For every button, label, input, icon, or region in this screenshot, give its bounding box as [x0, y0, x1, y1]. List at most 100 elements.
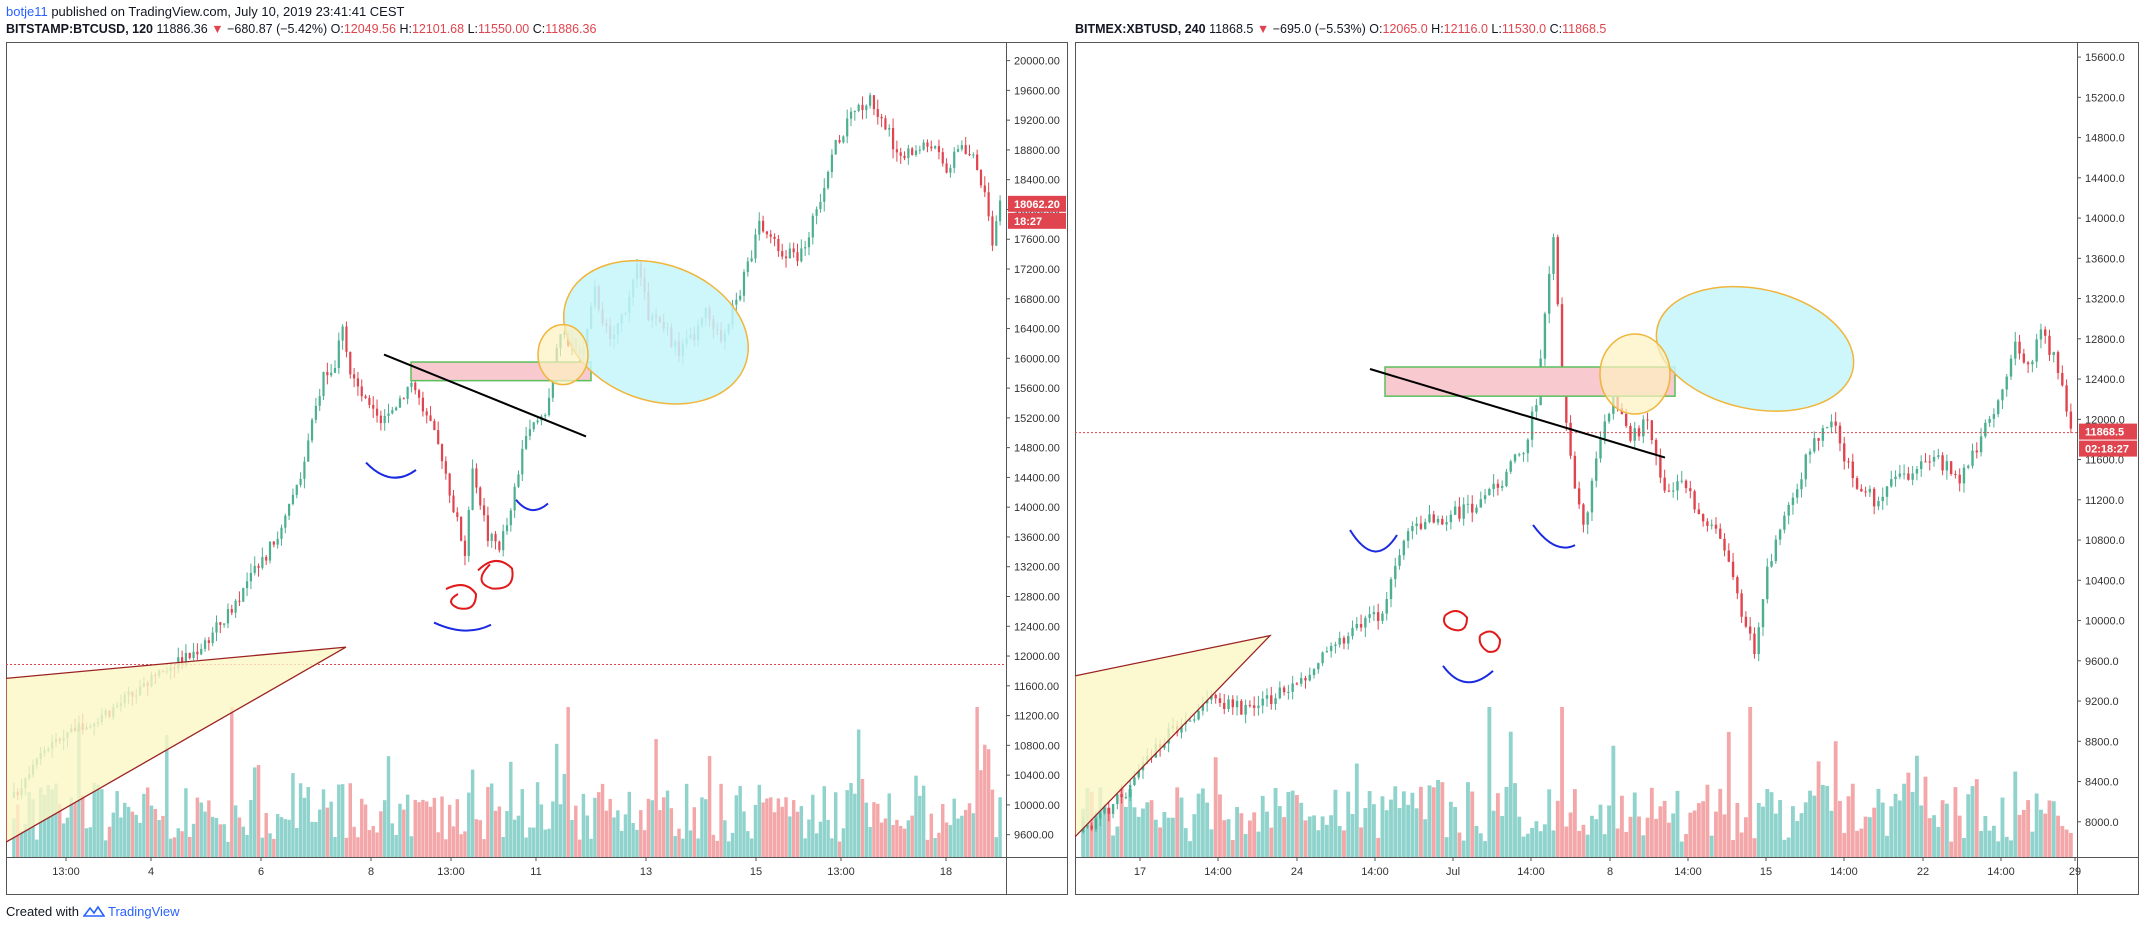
volume-bar	[2051, 801, 2056, 857]
volume-bar	[845, 790, 849, 857]
candle-body	[1864, 491, 1867, 493]
tradingview-brand[interactable]: TradingView	[108, 904, 180, 919]
candle-body	[1308, 674, 1311, 681]
volume-bar	[1367, 791, 1372, 857]
y-tick-label: 15200.00	[1014, 413, 1060, 425]
volume-bar	[803, 838, 807, 857]
volume-bar	[876, 803, 880, 857]
volume-bar	[1649, 787, 1654, 857]
volume-bar	[405, 794, 410, 857]
volume-bar	[983, 744, 987, 857]
candle-body	[1667, 490, 1671, 492]
volume-bar	[180, 831, 184, 857]
candle-body	[1424, 522, 1427, 529]
volume-bar	[50, 789, 54, 857]
candle-body	[1907, 473, 1910, 480]
chart2-legend: BITMEX:XBTUSD, 240 11868.5 ▼ −695.0 (−5.…	[1075, 21, 1606, 37]
y-tick-label: 11200.0	[2085, 495, 2124, 507]
volume-bar	[295, 827, 299, 857]
volume-bar	[895, 819, 899, 857]
x-tick-label: 14:00	[1674, 866, 1702, 878]
publisher-username[interactable]: botje11	[6, 4, 48, 19]
candle-body	[1133, 777, 1136, 785]
y-tick-label: 13600.00	[1014, 532, 1060, 544]
y-tick-label: 10000.0	[2085, 616, 2125, 628]
candle-body	[1398, 555, 1401, 566]
candle-body	[1389, 579, 1393, 600]
blue-arc	[1532, 524, 1576, 549]
volume-bar	[1953, 787, 1958, 857]
volume-bar	[272, 838, 276, 857]
volume-bar	[486, 786, 490, 857]
candle-body	[1744, 616, 1748, 627]
candle-body	[288, 504, 291, 516]
volume-bar	[279, 817, 284, 857]
candle-body	[1872, 488, 1876, 507]
candle-body	[1714, 524, 1718, 529]
publisher-line: botje11 published on TradingView.com, Ju…	[6, 4, 404, 20]
chart1-panel[interactable]: 9600.00 10000.00 10400.00 10800.00 11200.00 1…	[6, 42, 1068, 895]
candle-body	[1509, 461, 1512, 472]
candle-body	[911, 148, 914, 155]
candle-body	[1590, 480, 1594, 513]
candle-body	[460, 516, 463, 541]
volume-bar	[551, 801, 555, 857]
candle-body	[364, 396, 367, 398]
candle-body	[345, 326, 348, 352]
volume-bar	[1419, 786, 1423, 857]
volume-bar	[677, 828, 681, 857]
volume-bar	[80, 795, 85, 857]
y-tick-label: 14000.0	[2085, 213, 2125, 225]
candle-body	[1111, 804, 1115, 814]
candle-body	[1210, 694, 1213, 700]
candle-body	[2026, 362, 2030, 365]
volume-bar	[872, 802, 876, 857]
price-label: 18062.20	[1014, 199, 1060, 211]
volume-bar	[73, 802, 77, 857]
candle-body	[513, 486, 516, 511]
candle-body	[387, 413, 390, 416]
candle-body	[318, 396, 321, 406]
y-tick-label: 18400.00	[1014, 175, 1060, 187]
volume-bar	[1555, 800, 1560, 857]
volume-bar	[111, 812, 116, 857]
x-tick-label: 15	[750, 866, 762, 878]
chart2-panel[interactable]: 8000.0 8400.0 8800.0 9200.0 9600.0 10000.0 104…	[1075, 42, 2139, 895]
candle-body	[1941, 455, 1944, 471]
candle-body	[433, 420, 436, 431]
x-tick-label: 14:00	[1517, 866, 1545, 878]
volume-bar	[1782, 839, 1787, 857]
volume-bar	[711, 834, 716, 857]
volume-bar	[952, 798, 956, 857]
candle-body	[1932, 456, 1936, 462]
x-tick-label: 8	[368, 866, 374, 878]
candle-body	[1778, 529, 1782, 540]
candle-body	[2056, 352, 2060, 373]
volume-bar	[1543, 824, 1547, 857]
volume-bar	[509, 761, 513, 857]
volume-bar	[1705, 784, 1710, 857]
volume-bar	[1243, 834, 1248, 857]
chart2-symbol[interactable]: BITMEX:XBTUSD, 240	[1075, 22, 1206, 36]
chart1-symbol[interactable]: BITSTAMP:BTCUSD, 120	[6, 22, 154, 36]
candle-body	[1996, 400, 2000, 415]
volume-bar	[600, 783, 605, 857]
candle-body	[773, 236, 776, 239]
candle-body	[1244, 704, 1247, 715]
volume-bar	[371, 826, 375, 857]
volume-bar	[1530, 827, 1535, 857]
y-tick-label: 10000.00	[1014, 800, 1060, 812]
volume-bar	[100, 789, 104, 857]
candle-body	[1723, 538, 1726, 551]
volume-bar	[960, 815, 964, 857]
volume-bar	[1607, 805, 1611, 857]
candle-body	[1548, 273, 1551, 314]
trendline	[1369, 368, 1666, 459]
candle-body	[1462, 504, 1465, 519]
volume-bar	[554, 743, 559, 857]
volume-bar	[1333, 789, 1338, 857]
volume-bar	[1102, 805, 1107, 857]
candle-body	[1894, 476, 1897, 480]
volume-bar	[31, 799, 35, 857]
candle-body	[1800, 479, 1803, 490]
